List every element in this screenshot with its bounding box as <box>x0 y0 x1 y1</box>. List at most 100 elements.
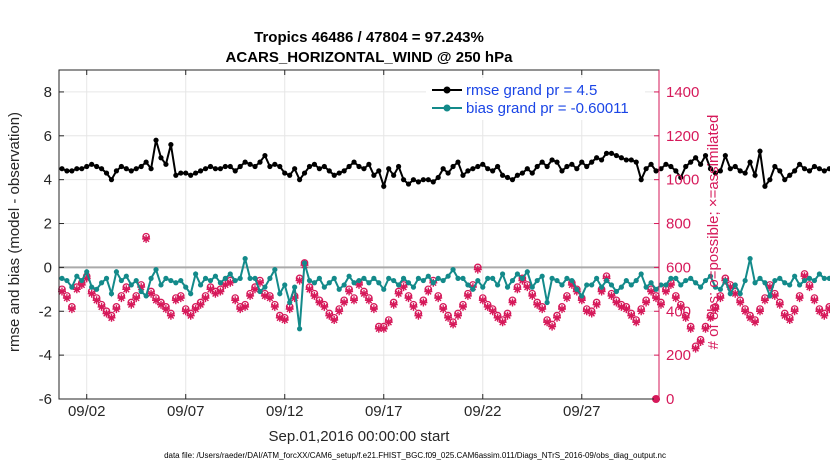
obs-assimilated-point <box>137 283 146 292</box>
rmse-point <box>589 159 595 165</box>
obs-assimilated-point <box>696 338 705 346</box>
obs-assimilated-point <box>543 318 552 327</box>
rmse-point <box>499 172 506 178</box>
bias-point <box>524 269 530 275</box>
rmse-point <box>792 168 798 174</box>
obs-assimilated-point <box>478 296 487 305</box>
bias-point <box>415 275 422 281</box>
obs-assimilated-point <box>711 305 720 314</box>
rmse-point <box>712 170 719 176</box>
bias-point <box>217 280 223 286</box>
obs-assimilated-point <box>152 296 160 305</box>
obs-assimilated-point <box>127 300 136 309</box>
rmse-point <box>425 177 431 183</box>
bias-point <box>94 286 100 292</box>
rmse-point <box>727 166 733 172</box>
bias-point <box>321 284 327 290</box>
bias-point <box>440 277 446 284</box>
bias-point <box>732 282 738 288</box>
obs-assimilated-point <box>765 283 774 292</box>
bias-point <box>772 277 778 284</box>
obs-assimilated-point <box>805 283 814 292</box>
x-tick-label: 09/07 <box>167 403 205 420</box>
rmse-point <box>762 183 768 189</box>
obs-assimilated-point <box>538 305 547 314</box>
bias-point <box>465 282 471 288</box>
bias-point <box>316 275 322 281</box>
obs-assimilated-point <box>290 294 299 303</box>
rmse-point <box>84 163 90 170</box>
bias-point <box>534 277 540 284</box>
rmse-point <box>544 163 550 170</box>
obs-assimilated-point <box>295 276 304 285</box>
rmse-point <box>529 170 535 176</box>
bias-point <box>796 282 803 288</box>
rmse-point <box>202 166 209 172</box>
rmse-point <box>742 170 748 176</box>
obs-assimilated-point <box>780 311 789 320</box>
bias-point <box>381 286 387 292</box>
legend-rmse-label: rmse grand pr = 4.5 <box>466 82 597 99</box>
rmse-point <box>217 166 223 172</box>
bias-point <box>420 277 426 284</box>
bias-point <box>712 284 719 290</box>
bias-point <box>722 277 728 284</box>
obs-assimilated-point <box>617 302 626 311</box>
bias-point <box>826 275 830 281</box>
obs-assimilated-point <box>231 296 240 305</box>
rmse-point <box>301 170 308 176</box>
bias-point <box>430 280 436 286</box>
y-right-tick-label: 0 <box>666 391 674 408</box>
rmse-point <box>504 174 511 181</box>
obs-assimilated-point <box>716 294 725 303</box>
rmse-point <box>757 148 763 154</box>
bias-point <box>331 275 337 281</box>
obs-assimilated-point <box>607 291 616 300</box>
obs-assimilated-point <box>315 298 324 307</box>
bias-point <box>579 293 585 299</box>
obs-assimilated-point <box>454 311 462 320</box>
rmse-point <box>628 157 634 163</box>
y-left-tick-label: 0 <box>44 259 52 276</box>
obs-assimilated-point <box>770 291 779 300</box>
obs-assimilated-point <box>186 311 195 320</box>
bias-point <box>178 277 184 284</box>
rmse-point <box>292 166 298 172</box>
y-left-tick-label: 4 <box>44 172 52 189</box>
obs-assimilated-point <box>360 289 368 298</box>
obs-assimilated-point <box>597 287 606 296</box>
obs-assimilated-point <box>671 294 680 303</box>
obs-assimilated-point <box>493 313 502 322</box>
bias-point <box>202 275 209 281</box>
obs-assimilated-point <box>825 305 830 314</box>
bias-point <box>643 284 649 290</box>
rmse-point <box>94 163 100 170</box>
rmse-point <box>460 172 466 178</box>
rmse-point <box>98 166 105 172</box>
bias-point <box>306 277 313 284</box>
bias-point <box>183 284 189 290</box>
bias-point <box>193 271 199 277</box>
bias-point <box>544 299 550 306</box>
bias-point <box>648 280 654 286</box>
bias-point <box>519 275 525 281</box>
rmse-point <box>277 163 283 170</box>
rmse-point <box>79 166 85 172</box>
bias-point <box>688 275 694 281</box>
rmse-point <box>128 168 134 174</box>
rmse-point <box>752 172 758 178</box>
rmse-point <box>559 168 565 174</box>
obs-assimilated-point <box>577 296 586 305</box>
bias-point <box>128 282 134 288</box>
bias-point <box>410 284 417 290</box>
rmse-point <box>163 161 169 167</box>
rmse-point <box>103 170 110 176</box>
bias-point <box>633 277 639 284</box>
bias-point <box>361 275 367 281</box>
rmse-point <box>391 172 397 178</box>
obs-assimilated-point <box>473 265 482 274</box>
bias-point <box>539 273 545 279</box>
rmse-point <box>455 159 461 165</box>
plot-area <box>58 69 830 403</box>
